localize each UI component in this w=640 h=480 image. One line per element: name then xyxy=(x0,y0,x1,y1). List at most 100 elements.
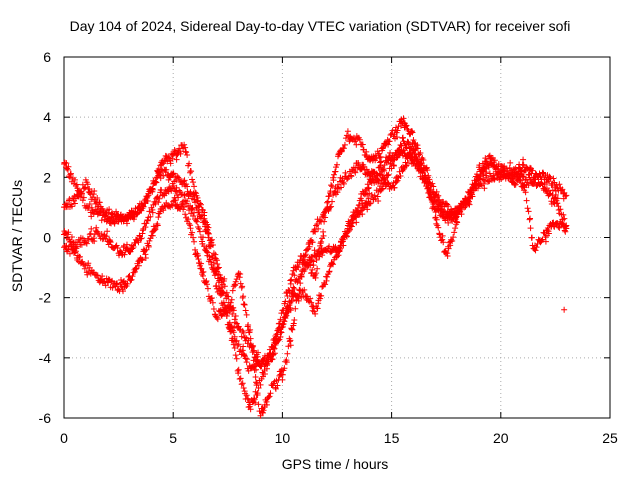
data-point xyxy=(334,189,341,196)
data-point xyxy=(243,311,250,318)
data-point xyxy=(327,204,334,211)
data-point xyxy=(556,181,563,188)
data-point xyxy=(391,184,398,191)
data-point xyxy=(538,237,545,244)
data-point xyxy=(61,230,68,237)
data-point xyxy=(341,141,348,148)
data-point xyxy=(232,282,239,289)
data-point xyxy=(130,244,137,251)
data-point xyxy=(557,206,564,213)
data-point xyxy=(420,167,427,174)
data-point xyxy=(562,228,569,235)
data-point xyxy=(394,173,400,180)
data-point xyxy=(135,239,142,246)
data-point xyxy=(86,200,93,207)
data-point xyxy=(539,169,546,176)
data-point xyxy=(328,203,335,210)
data-point xyxy=(231,324,238,331)
data-point xyxy=(507,159,514,166)
data-point xyxy=(242,334,249,341)
data-point xyxy=(203,277,210,284)
data-point xyxy=(214,316,221,323)
data-point xyxy=(269,356,276,363)
data-point xyxy=(402,163,409,170)
data-point xyxy=(431,205,438,212)
data-point xyxy=(139,257,146,264)
data-point xyxy=(354,205,361,212)
data-point xyxy=(244,356,251,363)
data-point xyxy=(144,217,151,224)
data-point xyxy=(359,200,366,207)
data-point xyxy=(138,235,145,242)
data-point xyxy=(410,147,417,154)
data-point xyxy=(295,264,302,271)
data-point xyxy=(208,261,215,268)
data-point xyxy=(277,368,284,375)
data-point xyxy=(359,141,366,148)
data-point xyxy=(344,128,351,135)
data-point xyxy=(261,371,268,378)
data-point xyxy=(272,385,279,392)
data-point xyxy=(91,188,98,195)
data-point xyxy=(276,336,283,343)
data-point xyxy=(379,166,386,173)
data-point xyxy=(183,149,190,156)
data-point xyxy=(366,200,373,207)
data-point xyxy=(235,270,242,277)
data-point xyxy=(323,277,330,284)
data-point xyxy=(367,200,374,207)
data-point xyxy=(424,180,431,187)
data-point xyxy=(264,361,271,368)
data-point xyxy=(143,220,150,227)
data-point xyxy=(229,311,236,318)
data-point xyxy=(340,145,347,152)
data-point xyxy=(121,251,128,258)
data-point xyxy=(163,166,170,173)
data-point xyxy=(231,333,238,340)
data-point xyxy=(289,326,296,333)
data-point xyxy=(169,171,176,178)
data-point xyxy=(247,326,254,333)
data-point xyxy=(278,329,285,336)
data-point xyxy=(188,168,195,175)
data-point xyxy=(352,169,359,176)
data-point xyxy=(138,256,145,263)
data-point xyxy=(399,134,406,141)
data-point xyxy=(187,225,194,232)
data-point xyxy=(308,299,315,306)
data-layer xyxy=(61,115,570,419)
x-axis-label: GPS time / hours xyxy=(281,456,389,472)
data-point xyxy=(406,149,413,156)
data-point xyxy=(330,261,337,268)
data-point xyxy=(445,245,452,252)
data-point xyxy=(313,256,320,263)
data-point xyxy=(240,293,247,300)
data-point xyxy=(304,263,311,270)
data-point xyxy=(319,235,326,242)
data-point xyxy=(238,333,245,340)
data-point xyxy=(462,203,469,210)
data-point xyxy=(559,186,566,193)
data-point xyxy=(175,174,182,181)
data-point xyxy=(150,223,157,230)
x-tick-label: 25 xyxy=(602,430,618,446)
data-point xyxy=(204,285,211,292)
data-point xyxy=(149,232,156,239)
data-point xyxy=(365,185,372,192)
data-point xyxy=(214,260,221,267)
x-tick-label: 0 xyxy=(60,430,68,446)
data-point xyxy=(338,148,345,155)
data-point xyxy=(378,186,385,193)
data-point xyxy=(527,215,534,222)
data-point xyxy=(204,249,211,256)
data-point xyxy=(281,365,288,372)
data-point xyxy=(435,224,442,231)
data-point xyxy=(422,172,429,179)
data-point xyxy=(93,224,100,231)
data-point xyxy=(221,283,228,290)
data-point xyxy=(480,172,487,179)
data-point xyxy=(221,275,228,282)
data-point xyxy=(63,160,70,167)
data-point xyxy=(377,162,384,169)
data-point xyxy=(315,225,322,232)
